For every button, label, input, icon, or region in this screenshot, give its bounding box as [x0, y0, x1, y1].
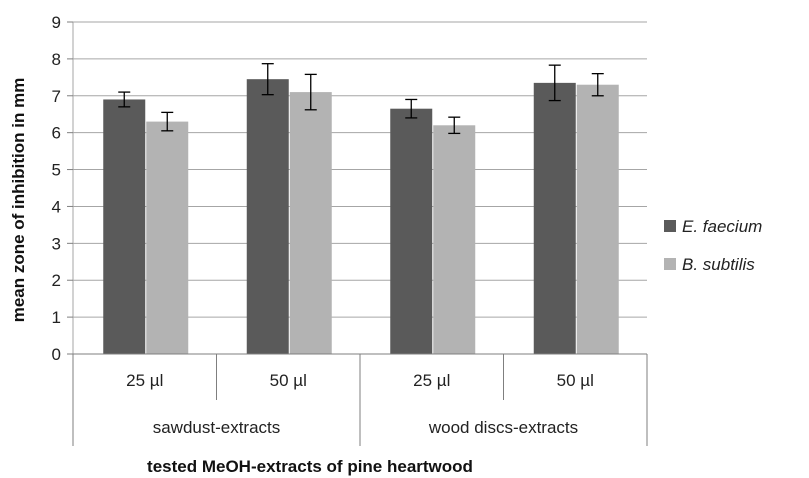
- y-axis-label: mean zone of inhibition in mm: [9, 78, 28, 323]
- bar-b-subtilis-1: [289, 92, 332, 354]
- x-group-label: wood discs-extracts: [428, 418, 578, 437]
- y-tick-label: 9: [52, 13, 61, 32]
- legend-item: E. faecium: [664, 217, 762, 236]
- y-axis-ticks: 0 1 2 3 4 5 6 7 8 9: [52, 13, 73, 364]
- y-tick-label: 4: [52, 197, 61, 216]
- x-tick-label: 50 µl: [270, 371, 307, 390]
- error-bar: [405, 98, 418, 119]
- error-bar: [118, 91, 131, 108]
- x-tick-label: 25 µl: [413, 371, 450, 390]
- error-bar: [448, 116, 461, 135]
- bar-e-faecium-0: [103, 99, 146, 354]
- legend-label: E. faecium: [682, 217, 762, 236]
- bar-b-subtilis-0: [146, 121, 189, 354]
- x-tick-label: 25 µl: [126, 371, 163, 390]
- error-bars: [118, 63, 604, 135]
- error-bar: [161, 111, 174, 132]
- y-tick-label: 2: [52, 271, 61, 290]
- bar-b-subtilis-2: [433, 125, 476, 355]
- y-tick-label: 3: [52, 234, 61, 253]
- legend: E. faecium B. subtilis: [664, 217, 762, 274]
- bar-b-subtilis-3: [576, 84, 619, 354]
- error-bar: [304, 73, 317, 111]
- y-tick-label: 8: [52, 50, 61, 69]
- error-bar: [591, 72, 604, 97]
- legend-swatch: [664, 220, 676, 232]
- y-tick-label: 6: [52, 124, 61, 143]
- bar-e-faecium-3: [533, 82, 576, 354]
- error-bar: [548, 64, 561, 102]
- bar-e-faecium-2: [390, 108, 433, 354]
- legend-item: B. subtilis: [664, 255, 755, 274]
- x-tick-label: 50 µl: [557, 371, 594, 390]
- x-axis-label: tested MeOH-extracts of pine heartwood: [147, 457, 473, 476]
- y-tick-label: 5: [52, 161, 61, 180]
- bar-e-faecium-1: [246, 79, 289, 354]
- y-tick-label: 1: [52, 308, 61, 327]
- y-tick-label: 0: [52, 345, 61, 364]
- y-tick-label: 7: [52, 87, 61, 106]
- x-axis: 25 µl 50 µl 25 µl 50 µl sawdust-extracts wood…: [72, 353, 648, 446]
- error-bar: [261, 63, 274, 96]
- bars: [103, 79, 619, 355]
- x-group-label: sawdust-extracts: [153, 418, 281, 437]
- legend-label: B. subtilis: [682, 255, 755, 274]
- legend-swatch: [664, 258, 676, 270]
